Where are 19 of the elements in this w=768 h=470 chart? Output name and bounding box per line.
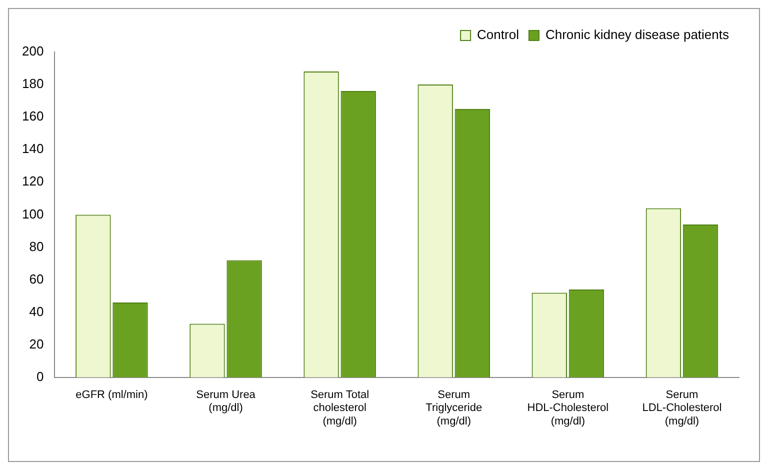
x-tick-label: Serum Total cholesterol (mg/dl) [310,389,370,428]
x-tick-label: eGFR (ml/min) [76,389,148,402]
legend-label: Control [477,27,520,42]
y-tick-label: 20 [29,336,44,352]
y-tick-label: 180 [22,76,44,92]
y-tick-label: 80 [29,238,44,254]
y-tick-label: 160 [22,108,44,124]
y-tick-label: 60 [29,271,44,286]
legend-label: Chronic kidney disease patients [545,27,730,42]
y-tick-label: 100 [22,206,44,222]
y-tick-label: 200 [22,44,44,59]
x-tick-label: Serum Triglyceride (mg/dl) [426,389,482,428]
y-tick-label: 120 [22,174,44,189]
x-tick-label: Serum Urea (mg/dl) [196,389,256,414]
x-tick-label: Serum LDL-Cholesterol (mg/dl) [642,389,722,428]
y-tick-label: 140 [22,141,44,156]
x-tick-label: Serum HDL-Cholesterol (mg/dl) [527,389,609,428]
y-tick-label: 40 [29,304,44,319]
y-tick-label: 0 [36,368,44,384]
